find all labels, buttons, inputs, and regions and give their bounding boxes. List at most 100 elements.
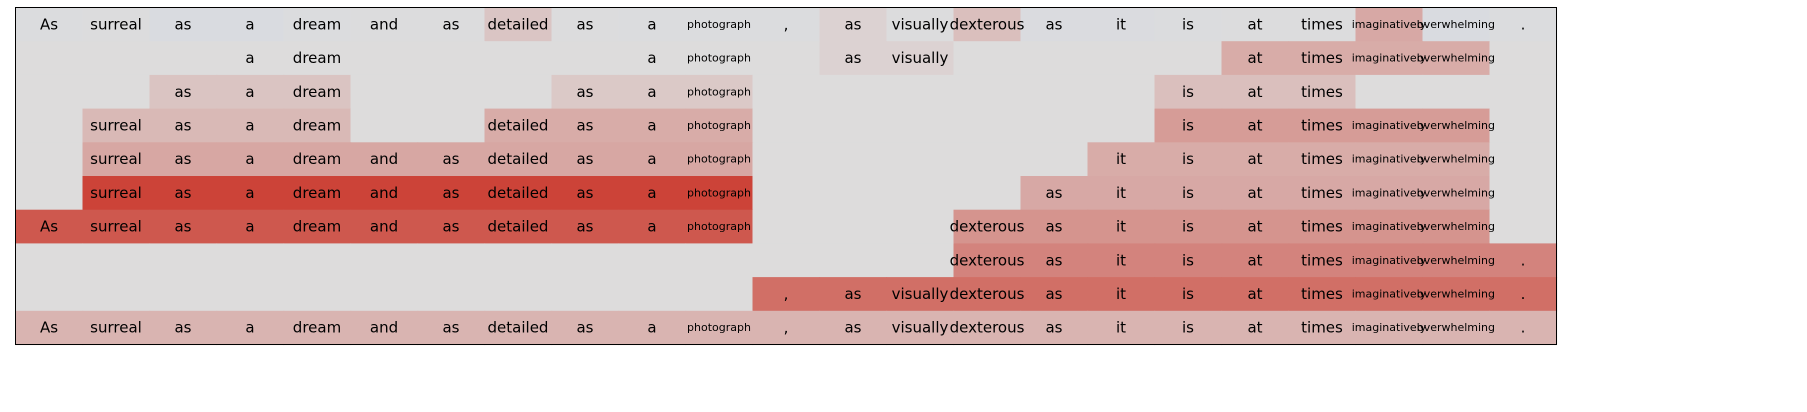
heatmap-cell [82, 243, 151, 278]
heatmap-cell [1422, 176, 1491, 211]
cell-token-label: is [1182, 150, 1194, 168]
heatmap-cell [350, 209, 419, 244]
cell-token-label: , [784, 15, 789, 33]
cell-token-label: surreal [90, 116, 142, 134]
heatmap-cell [149, 310, 218, 346]
cell-token-label: as [576, 116, 593, 134]
cell-token-label: imaginatively [1352, 119, 1427, 132]
heatmap-cell [216, 310, 285, 346]
heatmap-cell [417, 7, 486, 42]
heatmap-cell [283, 176, 352, 211]
heatmap-cell [618, 277, 687, 312]
heatmap-cell [1154, 74, 1223, 110]
heatmap-cell [819, 310, 888, 346]
heatmap-cell [216, 74, 285, 110]
cell-token-label: , [784, 285, 789, 303]
heatmap-cell [484, 142, 553, 177]
heatmap-cell [685, 7, 754, 42]
heatmap-cell [1221, 209, 1290, 244]
cell-token-label: is [1182, 116, 1194, 134]
cell-token-label: as [442, 218, 459, 236]
cell-token-label: As [40, 319, 58, 337]
cell-token-label: times [1301, 319, 1343, 337]
heatmap-cell [350, 41, 419, 76]
cell-token-label: detailed [488, 150, 549, 168]
cell-token-label: . [1521, 285, 1526, 303]
heatmap-cell [819, 176, 888, 211]
heatmap-cell [1087, 108, 1156, 143]
heatmap-cell [752, 209, 821, 244]
heatmap-cell [953, 209, 1022, 244]
cell-token-label: it [1116, 15, 1126, 33]
heatmap-cell [1221, 74, 1290, 110]
cell-token-label: it [1116, 150, 1126, 168]
cell-token-label: and [370, 150, 398, 168]
heatmap-cell [350, 310, 419, 346]
heatmap-cell [1355, 142, 1424, 177]
heatmap-cell [417, 142, 486, 177]
heatmap-cell [82, 74, 151, 110]
cell-token-label: as [844, 49, 861, 67]
heatmap-cell [283, 41, 352, 76]
cell-token-label: dream [293, 150, 341, 168]
heatmap-cell [1489, 277, 1558, 312]
cell-token-label: at [1247, 15, 1262, 33]
cell-token-label: at [1247, 285, 1262, 303]
heatmap-cell [953, 7, 1022, 42]
heatmap-cell [953, 277, 1022, 312]
heatmap-cell [1422, 243, 1491, 278]
heatmap-cell [417, 243, 486, 278]
heatmap-cell [1355, 310, 1424, 346]
heatmap-cell [886, 176, 955, 211]
heatmap-cell [685, 108, 754, 143]
cell-token-label: a [245, 49, 254, 67]
heatmap-cell [618, 108, 687, 143]
heatmap-cell [551, 108, 620, 143]
heatmap-cell [618, 74, 687, 110]
cell-token-label: dexterous [950, 251, 1025, 269]
cell-token-label: visually [892, 15, 949, 33]
cell-token-label: surreal [90, 218, 142, 236]
heatmap-cell [1020, 7, 1089, 42]
heatmap-cell [953, 176, 1022, 211]
heatmap-cell [15, 310, 84, 346]
heatmap-cell [283, 310, 352, 346]
heatmap-cell [216, 243, 285, 278]
cell-token-label: visually [892, 285, 949, 303]
heatmap-cell [417, 176, 486, 211]
heatmap-cell [283, 108, 352, 143]
cell-token-label: overwhelming [1417, 186, 1495, 199]
heatmap-cell [1355, 74, 1424, 110]
heatmap-cell [886, 7, 955, 42]
heatmap-cell [1355, 108, 1424, 143]
cell-token-label: dexterous [950, 319, 1025, 337]
cell-token-label: photograph [687, 52, 751, 65]
heatmap-cell [1489, 142, 1558, 177]
cell-token-label: dream [293, 319, 341, 337]
heatmap-cell [886, 41, 955, 76]
heatmap-cell [216, 41, 285, 76]
cell-token-label: is [1182, 218, 1194, 236]
heatmap-cell [1087, 142, 1156, 177]
cell-token-label: dream [293, 15, 341, 33]
heatmap-cell [1154, 7, 1223, 42]
cell-token-label: overwhelming [1417, 287, 1495, 300]
cell-token-label: detailed [488, 218, 549, 236]
cell-token-label: and [370, 15, 398, 33]
heatmap-cell [1221, 108, 1290, 143]
heatmap-cell [1288, 209, 1357, 244]
heatmap-cell [15, 74, 84, 110]
cell-token-label: a [647, 150, 656, 168]
heatmap-cell [82, 41, 151, 76]
heatmap-cell [1221, 7, 1290, 42]
cell-token-label: visually [892, 319, 949, 337]
cell-token-label: a [245, 150, 254, 168]
heatmap-cell [15, 277, 84, 312]
cell-token-label: . [1521, 251, 1526, 269]
heatmap-cell [1355, 209, 1424, 244]
cell-token-label: a [245, 15, 254, 33]
heatmap-cell [1422, 142, 1491, 177]
heatmap-cell [618, 176, 687, 211]
heatmap-cell [685, 41, 754, 76]
heatmap-cell [82, 108, 151, 143]
